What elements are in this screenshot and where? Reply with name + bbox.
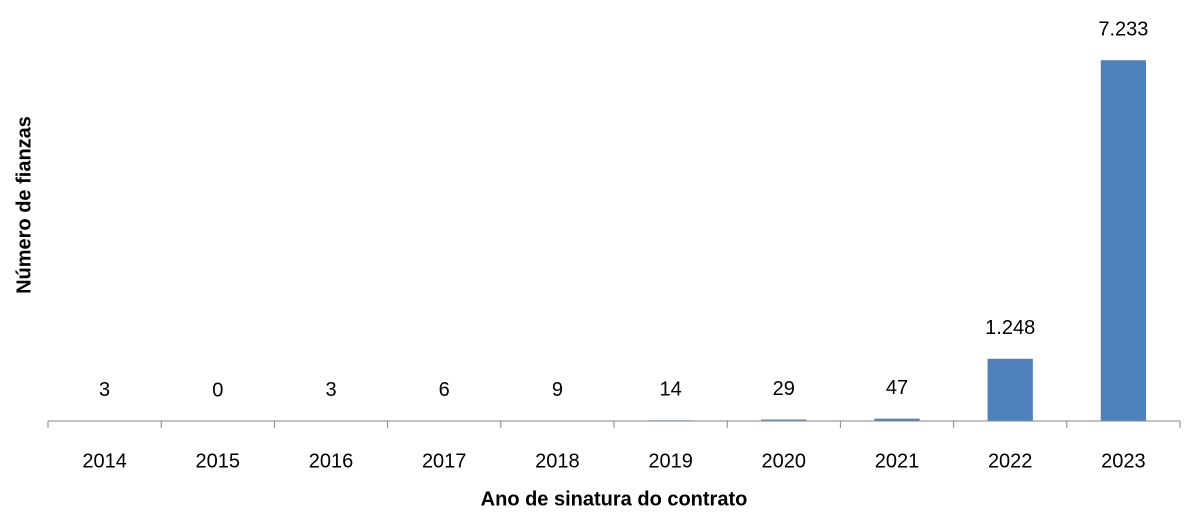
value-label: 1.248 [985,317,1035,339]
x-tick-label: 2021 [875,450,920,472]
bar [761,419,807,421]
value-label: 3 [99,379,110,401]
x-tick-label: 2015 [196,450,241,472]
x-tick-label: 2016 [309,450,354,472]
x-tick-label: 2018 [535,450,580,472]
value-label: 3 [325,379,336,401]
x-tick-label: 2023 [1101,450,1146,472]
y-axis-title: Número de fianzas [13,116,35,294]
x-axis-title: Ano de sinatura do contrato [481,488,748,510]
value-label: 29 [773,378,795,400]
x-tick-label: 2017 [422,450,467,472]
bar [1100,60,1147,422]
value-label: 14 [659,379,681,401]
x-tick-label: 2020 [762,450,807,472]
value-label: 9 [552,379,563,401]
x-tick-label: 2014 [82,450,127,472]
value-label: 6 [439,379,450,401]
value-label: 47 [886,377,908,399]
value-label: 0 [212,379,223,401]
bar [874,418,920,421]
x-tick-label: 2019 [648,450,693,472]
bar [987,358,1033,421]
x-tick-label: 2022 [988,450,1033,472]
value-label: 7.233 [1098,19,1148,41]
